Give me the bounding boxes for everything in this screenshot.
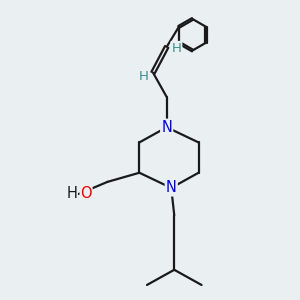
- Text: H: H: [171, 42, 181, 55]
- Text: N: N: [166, 180, 177, 195]
- Text: O: O: [80, 187, 92, 202]
- Text: N: N: [161, 120, 172, 135]
- Text: H: H: [66, 187, 77, 202]
- Text: H: H: [138, 70, 148, 83]
